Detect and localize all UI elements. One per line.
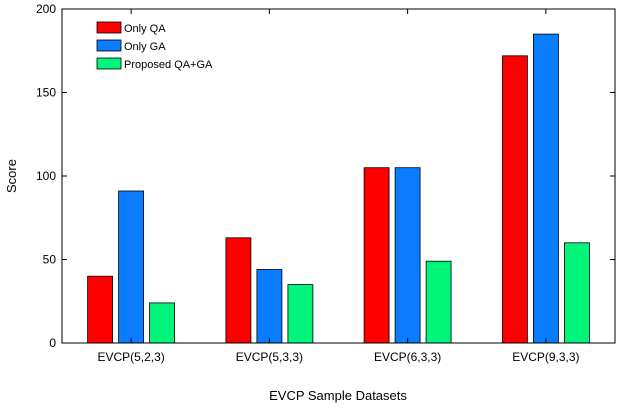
- x-tick-label: EVCP(6,3,3): [374, 350, 441, 364]
- x-tick-label: EVCP(5,3,3): [236, 350, 303, 364]
- legend-label-1: Only QA: [124, 23, 166, 35]
- x-axis-label: EVCP Sample Datasets: [269, 388, 407, 403]
- bar-1-4: [501, 55, 528, 344]
- bar-1-3: [363, 167, 390, 344]
- legend: Only QA Only GA Proposed QA+GA: [96, 21, 213, 71]
- legend-swatch-2: [96, 39, 122, 52]
- y-tick-label: 100: [36, 169, 56, 183]
- y-axis-label: Score: [4, 159, 19, 193]
- axes-group: EVCP(5,2,3) EVCP(5,3,3) EVCP(6,3,3) EVCP(9,…: [36, 2, 615, 364]
- legend-swatch-3: [96, 57, 122, 70]
- legend-swatch-1: [96, 21, 122, 34]
- bar-3-4: [564, 242, 590, 344]
- bar-2-4: [533, 33, 559, 344]
- bar-2-2: [256, 269, 283, 344]
- x-tick-label: EVCP(5,2,3): [97, 350, 164, 364]
- bar-2-1: [118, 190, 144, 344]
- x-tick-label: EVCP(9,3,3): [512, 350, 579, 364]
- legend-label-2: Only GA: [124, 41, 166, 53]
- bar-2-3: [394, 167, 421, 344]
- bar-1-1: [87, 275, 113, 344]
- y-tick-label: 0: [49, 336, 56, 350]
- y-tick-label: 50: [43, 253, 57, 267]
- y-tick-label: 200: [36, 2, 56, 16]
- legend-label-3: Proposed QA+GA: [124, 59, 213, 71]
- bar-1-2: [225, 237, 252, 344]
- bar-3-2: [287, 284, 314, 344]
- bars-group: [87, 33, 590, 344]
- y-tick-label: 150: [36, 86, 56, 100]
- bar-3-3: [425, 260, 452, 344]
- bar-3-1: [149, 302, 176, 344]
